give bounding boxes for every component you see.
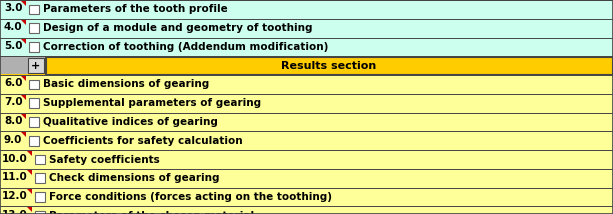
Bar	[0, 207, 613, 214]
Bar	[28, 58, 44, 73]
Bar	[0, 131, 613, 150]
Text: Supplemental parameters of gearing: Supplemental parameters of gearing	[43, 98, 261, 108]
Text: 10.0: 10.0	[2, 154, 28, 163]
Bar	[0, 150, 613, 169]
Bar	[0, 169, 613, 188]
Bar	[29, 117, 39, 127]
Bar	[35, 155, 45, 164]
Text: Check dimensions of gearing: Check dimensions of gearing	[49, 173, 219, 183]
Text: Correction of toothing (Addendum modification): Correction of toothing (Addendum modific…	[43, 42, 328, 52]
Text: Safety coefficients: Safety coefficients	[49, 155, 159, 165]
Polygon shape	[21, 20, 26, 25]
Polygon shape	[21, 39, 26, 43]
Text: 3.0: 3.0	[4, 3, 23, 13]
Polygon shape	[21, 76, 26, 81]
Text: Basic dimensions of gearing: Basic dimensions of gearing	[43, 79, 209, 89]
Polygon shape	[27, 151, 32, 156]
Polygon shape	[21, 114, 26, 119]
Bar	[35, 211, 45, 214]
Bar	[0, 19, 613, 37]
Bar	[29, 42, 39, 52]
Text: 12.0: 12.0	[2, 191, 28, 201]
Bar	[46, 57, 612, 74]
Text: Parameters of the tooth profile: Parameters of the tooth profile	[43, 4, 227, 14]
Bar	[0, 113, 613, 131]
Bar	[0, 37, 613, 56]
Text: 9.0: 9.0	[4, 135, 23, 145]
Polygon shape	[27, 170, 32, 175]
Text: 13.0: 13.0	[2, 210, 28, 214]
Bar	[0, 56, 613, 75]
Text: 8.0: 8.0	[4, 116, 23, 126]
Text: Qualitative indices of gearing: Qualitative indices of gearing	[43, 117, 218, 127]
Bar	[29, 80, 39, 89]
Bar	[0, 0, 613, 19]
Polygon shape	[27, 189, 32, 194]
Text: Force conditions (forces acting on the toothing): Force conditions (forces acting on the t…	[49, 192, 332, 202]
Text: Design of a module and geometry of toothing: Design of a module and geometry of tooth…	[43, 23, 312, 33]
Text: 7.0: 7.0	[4, 97, 23, 107]
Polygon shape	[21, 132, 26, 137]
Polygon shape	[27, 208, 32, 213]
Text: 11.0: 11.0	[2, 172, 28, 182]
Bar	[29, 23, 39, 33]
Bar	[29, 98, 39, 108]
Text: 5.0: 5.0	[4, 41, 23, 51]
Bar	[0, 94, 613, 113]
Text: Coefficients for safety calculation: Coefficients for safety calculation	[43, 136, 242, 146]
Text: Parameters of the chosen material: Parameters of the chosen material	[49, 211, 254, 214]
Bar	[0, 56, 45, 74]
Bar	[29, 4, 39, 14]
Polygon shape	[21, 1, 26, 6]
Bar	[29, 136, 39, 146]
Text: 4.0: 4.0	[4, 22, 23, 32]
Text: 6.0: 6.0	[4, 79, 23, 88]
Text: +: +	[31, 61, 40, 71]
Bar	[0, 188, 613, 207]
Text: Results section: Results section	[281, 61, 376, 71]
Polygon shape	[21, 95, 26, 100]
Bar	[35, 174, 45, 183]
Bar	[0, 75, 613, 94]
Bar	[35, 192, 45, 202]
